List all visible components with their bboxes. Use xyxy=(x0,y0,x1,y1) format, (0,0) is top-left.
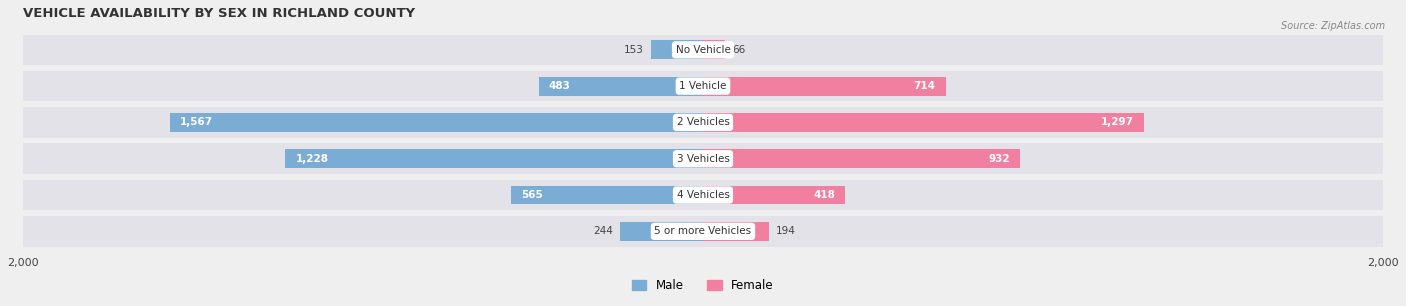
Bar xyxy=(170,113,703,132)
Text: 194: 194 xyxy=(776,226,796,236)
Bar xyxy=(651,40,703,59)
Bar xyxy=(703,186,845,204)
Bar xyxy=(703,149,1019,168)
Bar xyxy=(22,71,1384,101)
Text: 1,297: 1,297 xyxy=(1101,118,1133,127)
Text: 1,567: 1,567 xyxy=(180,118,214,127)
Text: 565: 565 xyxy=(522,190,543,200)
Bar xyxy=(22,144,1384,174)
Bar xyxy=(703,222,769,241)
Bar xyxy=(620,222,703,241)
Bar xyxy=(703,113,1144,132)
Text: Source: ZipAtlas.com: Source: ZipAtlas.com xyxy=(1281,21,1385,32)
Text: 4 Vehicles: 4 Vehicles xyxy=(676,190,730,200)
Text: 483: 483 xyxy=(548,81,571,91)
Bar xyxy=(22,216,1384,247)
Text: 3 Vehicles: 3 Vehicles xyxy=(676,154,730,164)
Bar xyxy=(22,35,1384,65)
Bar xyxy=(703,40,725,59)
Text: 714: 714 xyxy=(914,81,935,91)
Text: 66: 66 xyxy=(733,45,745,55)
Text: 244: 244 xyxy=(593,226,613,236)
Bar xyxy=(285,149,703,168)
Text: 153: 153 xyxy=(624,45,644,55)
Bar xyxy=(22,180,1384,210)
Text: 5 or more Vehicles: 5 or more Vehicles xyxy=(654,226,752,236)
Bar xyxy=(538,77,703,95)
Text: VEHICLE AVAILABILITY BY SEX IN RICHLAND COUNTY: VEHICLE AVAILABILITY BY SEX IN RICHLAND … xyxy=(22,7,415,20)
Text: 1,228: 1,228 xyxy=(295,154,329,164)
Text: 2 Vehicles: 2 Vehicles xyxy=(676,118,730,127)
Bar xyxy=(510,186,703,204)
Legend: Male, Female: Male, Female xyxy=(627,274,779,297)
Text: No Vehicle: No Vehicle xyxy=(675,45,731,55)
Text: 1 Vehicle: 1 Vehicle xyxy=(679,81,727,91)
Text: 932: 932 xyxy=(988,154,1010,164)
Bar xyxy=(703,77,946,95)
Bar xyxy=(22,107,1384,138)
Text: 418: 418 xyxy=(813,190,835,200)
